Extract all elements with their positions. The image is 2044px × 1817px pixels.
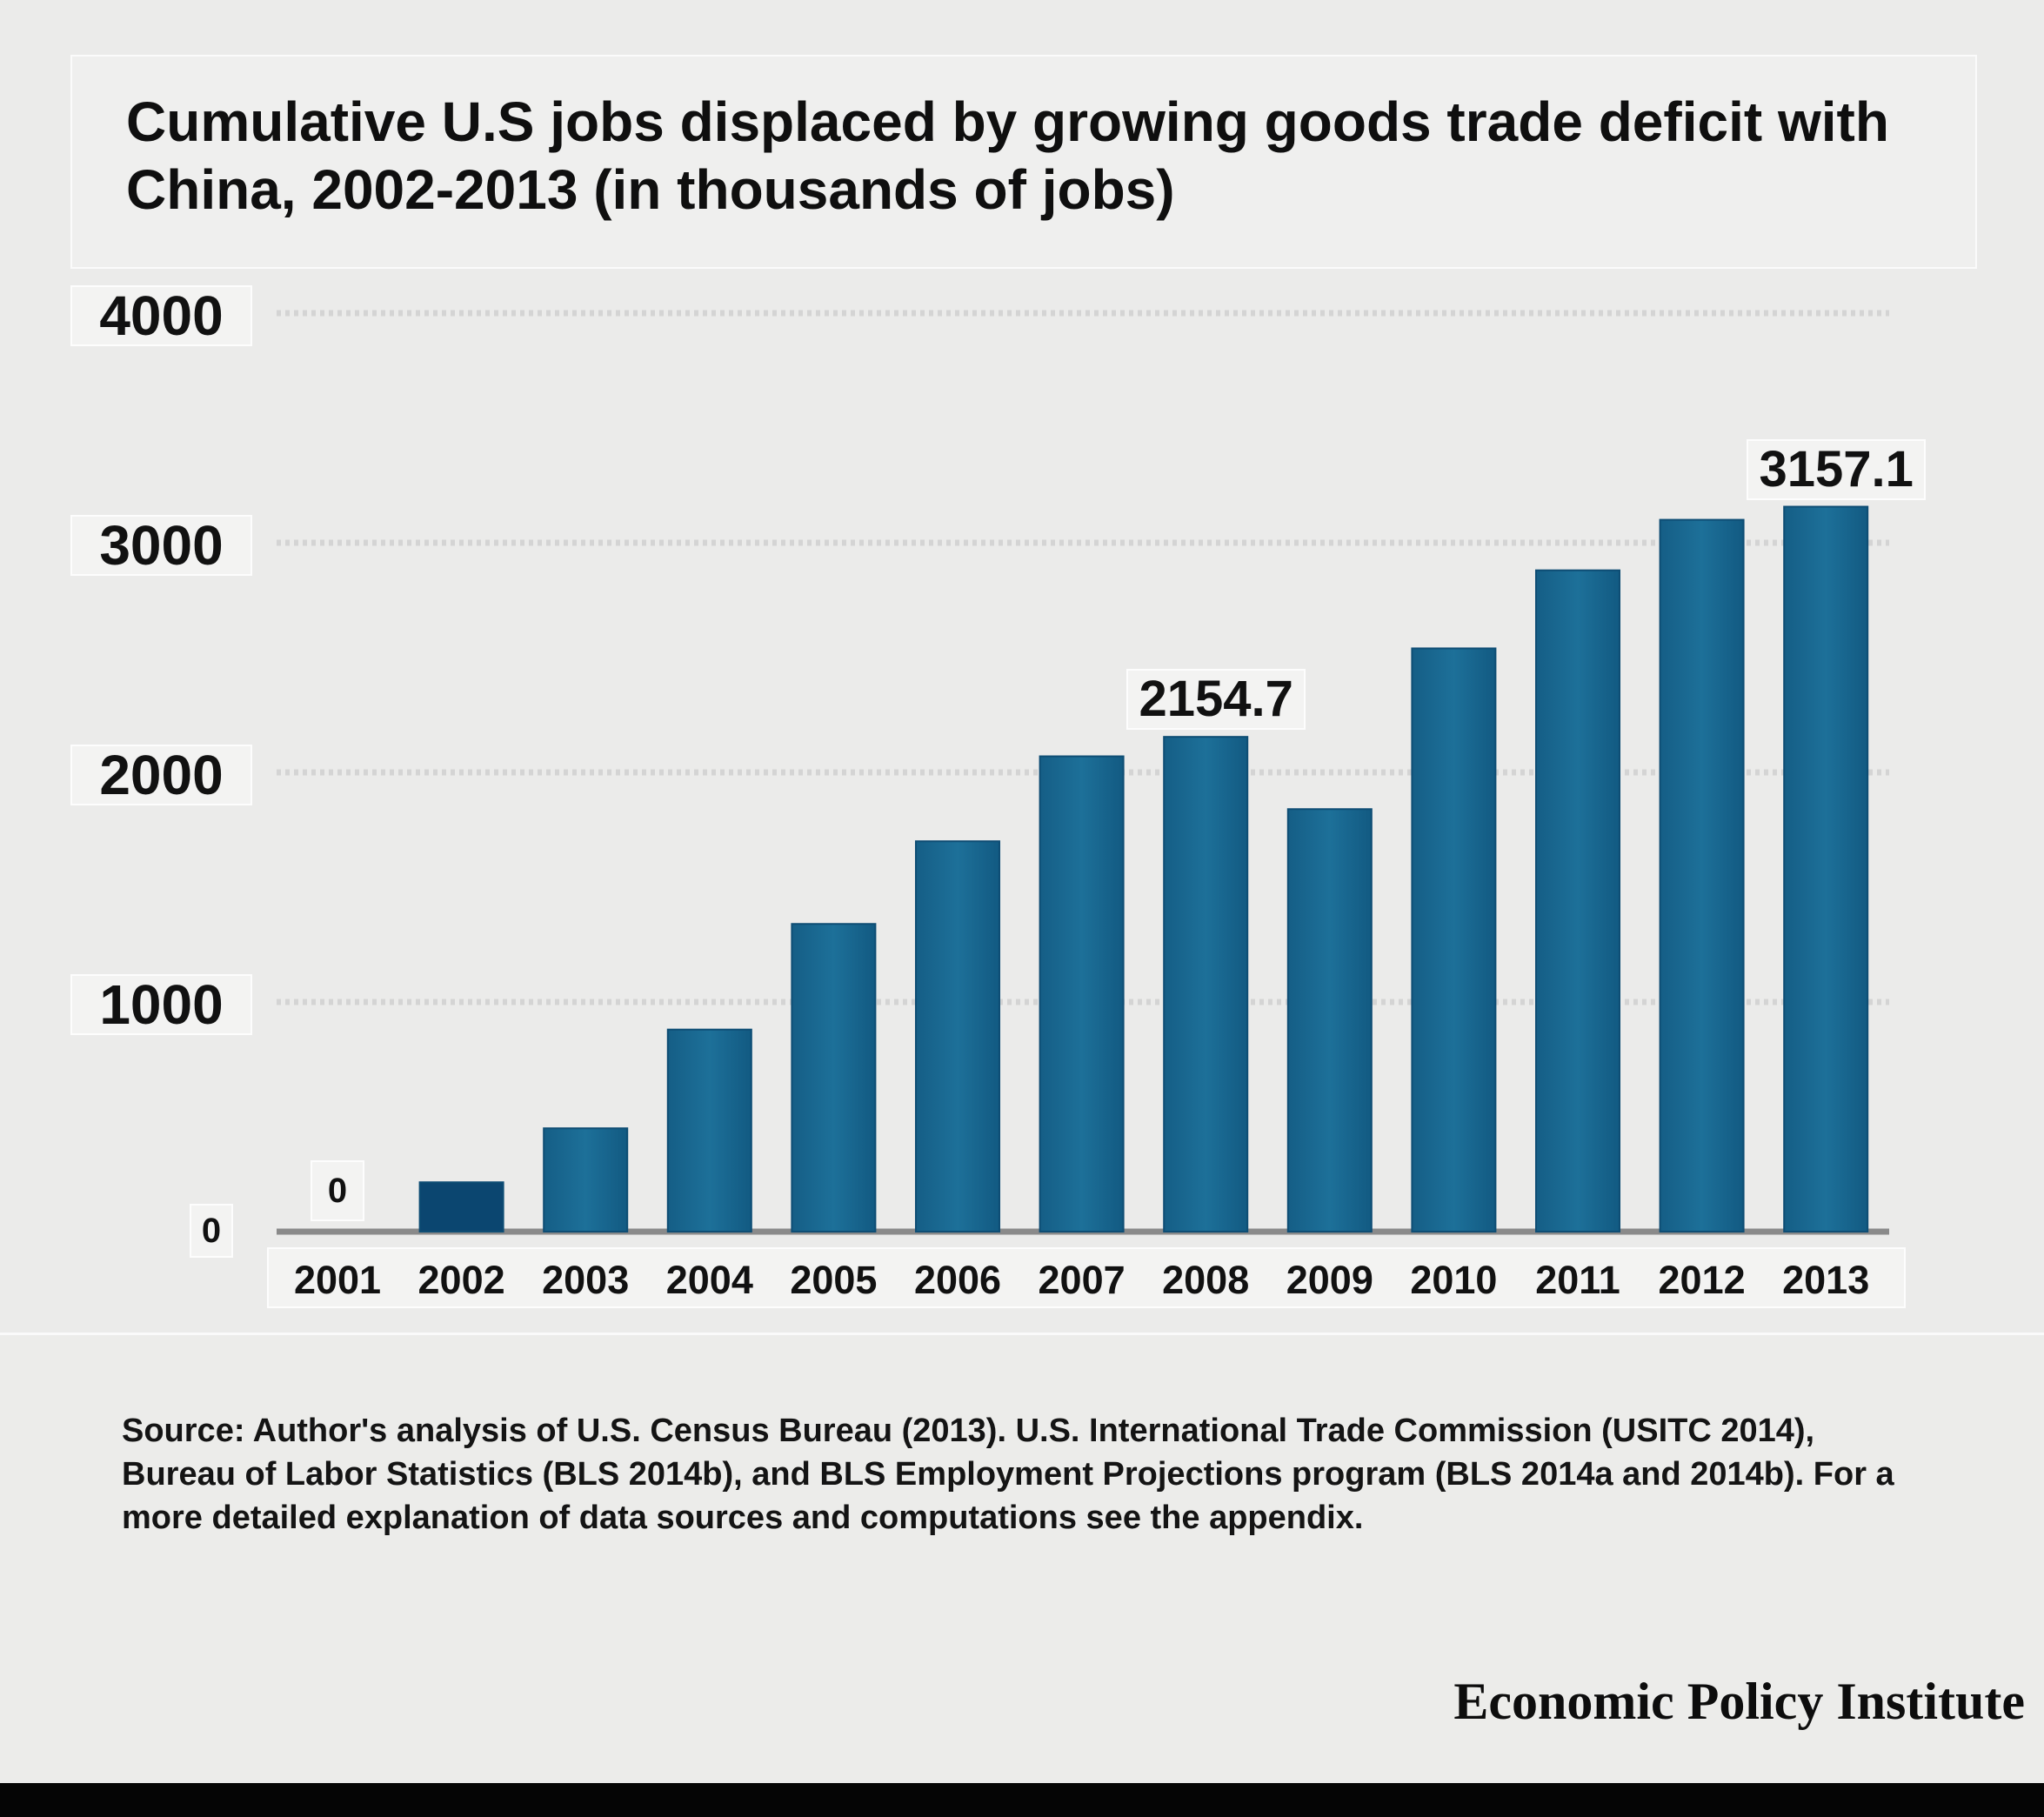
bottom-border <box>0 1783 2044 1817</box>
x-tick-2001: 2001 <box>293 1258 382 1302</box>
bar-2011 <box>1535 569 1620 1232</box>
data-label-2013: 3157.1 <box>1747 438 1927 500</box>
x-tick-2008: 2008 <box>1162 1258 1250 1302</box>
data-label-2008: 2154.7 <box>1126 669 1306 731</box>
x-tick-2005: 2005 <box>790 1258 878 1302</box>
y-tick-4000: 4000 <box>70 285 252 346</box>
y-tick-1000: 1000 <box>70 974 252 1035</box>
bar-2005 <box>791 923 877 1232</box>
x-tick-2003: 2003 <box>542 1258 630 1302</box>
bar-2010 <box>1411 647 1497 1232</box>
footer-panel <box>0 1333 2044 1781</box>
bar-2008 <box>1163 736 1249 1232</box>
x-tick-2002: 2002 <box>417 1258 505 1302</box>
y-tick-0: 0 <box>190 1204 233 1258</box>
bar-2006 <box>915 840 1000 1232</box>
x-tick-2004: 2004 <box>665 1258 753 1302</box>
x-tick-2012: 2012 <box>1658 1258 1746 1302</box>
x-tick-2011: 2011 <box>1535 1258 1620 1302</box>
bar-2004 <box>666 1028 752 1233</box>
x-tick-2009: 2009 <box>1286 1258 1373 1302</box>
bar-2012 <box>1659 518 1745 1232</box>
bar-2007 <box>1039 755 1125 1232</box>
bar-2013 <box>1783 505 1869 1232</box>
chart-title-box: Cumulative U.S jobs displaced by growing… <box>70 55 1977 269</box>
x-tick-2007: 2007 <box>1038 1258 1126 1302</box>
x-axis-box <box>267 1247 1906 1308</box>
chart-title: Cumulative U.S jobs displaced by growing… <box>126 90 1889 221</box>
data-label-2001: 0 <box>311 1160 364 1221</box>
y-tick-3000: 3000 <box>70 515 252 576</box>
bar-2002 <box>418 1181 504 1232</box>
source-note: Source: Author's analysis of U.S. Census… <box>122 1413 1894 1536</box>
bar-2009 <box>1286 808 1373 1232</box>
bar-2003 <box>543 1127 629 1232</box>
x-tick-2010: 2010 <box>1410 1258 1498 1302</box>
x-tick-2013: 2013 <box>1782 1258 1870 1302</box>
publisher-credit: Economic Policy Institute <box>1453 1673 2025 1730</box>
y-tick-2000: 2000 <box>70 745 252 805</box>
bar-chart <box>277 310 1889 1235</box>
x-tick-2006: 2006 <box>913 1258 1002 1302</box>
